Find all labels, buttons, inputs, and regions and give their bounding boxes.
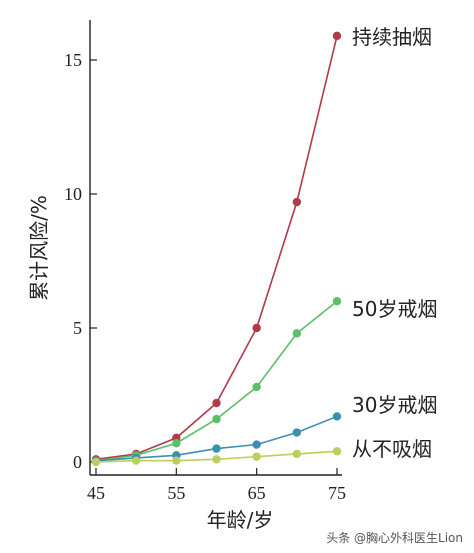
- x-tick-label: 55: [167, 483, 185, 503]
- data-point: [292, 329, 302, 338]
- series-label: 30岁戒烟: [352, 393, 437, 417]
- y-axis-title: 累计风险/%: [27, 195, 51, 301]
- data-point: [172, 439, 181, 448]
- watermark: 头条 @胸心外科医生Lion: [323, 528, 466, 547]
- data-point: [292, 428, 302, 437]
- data-point: [212, 414, 221, 424]
- series-line: [95, 300, 338, 462]
- series-2: [91, 297, 342, 465]
- data-point: [292, 197, 302, 207]
- data-point: [292, 449, 302, 459]
- axes: 0 5 10 15 45 55 65 75: [64, 20, 346, 503]
- data-point: [332, 447, 342, 456]
- data-point: [332, 297, 342, 306]
- data-point: [172, 456, 181, 465]
- series-layer: [91, 31, 342, 467]
- x-tick-label: 45: [87, 483, 105, 503]
- data-point: [212, 398, 221, 408]
- x-tick-label: 75: [328, 483, 346, 503]
- series-line: [95, 35, 338, 461]
- data-point: [252, 323, 261, 333]
- x-axis-title: 年龄/岁: [207, 508, 274, 532]
- series-1: [91, 31, 342, 464]
- y-tick-label: 10: [64, 184, 82, 204]
- data-point: [252, 382, 261, 392]
- data-point: [332, 412, 342, 421]
- data-point: [332, 31, 342, 41]
- series-4: [91, 447, 342, 467]
- series-label: 50岁戒烟: [352, 297, 437, 321]
- y-tick-label: 0: [73, 452, 82, 472]
- data-point: [252, 440, 261, 449]
- data-point: [252, 452, 261, 461]
- data-point: [212, 455, 221, 464]
- series-label: 持续抽烟: [352, 25, 432, 49]
- x-tick-label: 65: [248, 483, 266, 503]
- data-point: [212, 444, 221, 453]
- y-tick-label: 15: [64, 50, 82, 70]
- data-point: [91, 457, 101, 467]
- y-tick-label: 5: [73, 318, 82, 338]
- series-label: 从不吸烟: [352, 437, 432, 461]
- data-point: [131, 456, 141, 465]
